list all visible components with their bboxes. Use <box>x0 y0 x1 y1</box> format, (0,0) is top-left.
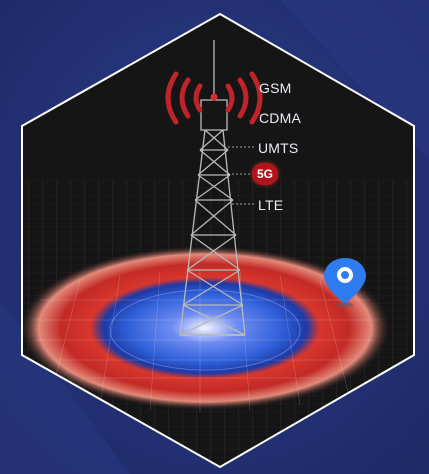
hexagon-frame <box>21 12 415 469</box>
label-gsm: GSM <box>259 80 292 96</box>
badge-5g: 5G <box>252 163 278 185</box>
coverage-heatmap <box>22 246 390 410</box>
label-cdma: CDMA <box>259 110 302 126</box>
location-pin-icon <box>324 258 366 308</box>
signal-waves-icon <box>165 71 263 125</box>
label-umts: UMTS <box>258 140 299 156</box>
label-lte: LTE <box>258 197 284 213</box>
cell-tower-icon <box>179 40 246 336</box>
